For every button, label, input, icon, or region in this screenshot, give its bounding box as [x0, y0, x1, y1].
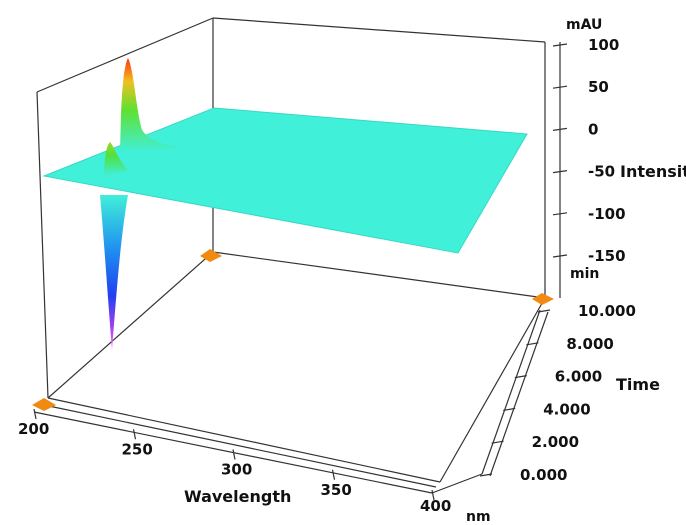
marker-left-floor — [32, 398, 56, 411]
intensity-tick-label: -150 — [588, 247, 626, 265]
time-tick-mark — [537, 309, 551, 313]
intensity-ticks: 100 50 0 -50 -100 -150 — [552, 36, 626, 265]
wavelength-tick-mark — [33, 408, 37, 420]
time-tick-label: 4.000 — [543, 400, 590, 418]
main-peak — [120, 58, 180, 152]
wavelength-tick-label: 250 — [122, 440, 153, 458]
time-tick-mark — [514, 375, 527, 379]
intensity-tick-label: -100 — [588, 205, 626, 223]
marker-back-floor — [200, 249, 222, 262]
wavelength-tick-mark — [232, 449, 236, 460]
time-tick-label: 8.000 — [566, 335, 613, 353]
intensity-tick-label: -50 — [588, 163, 615, 181]
intensity-tick-mark — [552, 85, 568, 89]
time-tick-mark — [503, 407, 516, 411]
intensity-tick-mark — [552, 170, 568, 174]
back-top-left — [36, 17, 214, 93]
wavelength-tick-label: 200 — [18, 420, 49, 438]
time-axis-line — [481, 309, 541, 475]
floor-right-edge — [439, 297, 546, 483]
time-ticks: 0.000 2.000 4.000 6.000 8.000 10.000 — [479, 302, 636, 484]
corner-markers — [32, 249, 554, 411]
time-tick-label: 10.000 — [578, 302, 636, 320]
wavelength-axis-title: Wavelength — [184, 487, 291, 506]
wavelength-tick-mark — [331, 469, 336, 480]
floor-left-edge — [47, 251, 214, 399]
time-tick-label: 0.000 — [520, 466, 567, 484]
intensity-axis-title: Intensity — [620, 162, 686, 181]
intensity-tick-mark — [552, 254, 568, 258]
intensity-unit: mAU — [566, 17, 602, 33]
wavelength-unit: nm — [466, 509, 491, 525]
time-unit: min — [570, 266, 599, 282]
time-tick-label: 2.000 — [532, 433, 579, 451]
time-axis-title: Time — [616, 375, 660, 394]
wavelength-ticks: 200 250 300 350 400 — [18, 408, 451, 515]
wavelength-tick-label: 400 — [420, 497, 451, 515]
intensity-tick-label: 50 — [588, 78, 609, 96]
intensity-tick-mark — [552, 43, 568, 47]
time-tick-mark — [479, 473, 493, 477]
intensity-tick-mark — [552, 127, 568, 131]
wavelength-tick-mark — [431, 489, 435, 501]
intensity-tick-label: 0 — [588, 120, 598, 138]
time-tick-mark — [526, 342, 539, 346]
time-axis-base — [431, 473, 483, 494]
intensity-tick-label: 100 — [588, 36, 619, 54]
trough-feature — [100, 195, 128, 350]
wavelength-tick-label: 300 — [221, 461, 252, 479]
floor-front-edge — [47, 397, 441, 483]
wavelength-tick-mark — [132, 429, 137, 440]
floor-back-edge — [212, 251, 546, 299]
wavelength-tick-label: 350 — [321, 481, 352, 499]
time-axis-inner — [489, 311, 549, 477]
left-back-vertical — [36, 91, 49, 399]
marker-right-floor — [532, 293, 554, 305]
back-frame — [36, 17, 546, 399]
intensity-tick-mark — [552, 212, 568, 216]
secondary-peak — [104, 142, 128, 176]
wavelength-axis-inner — [43, 404, 437, 488]
floor-frame — [33, 297, 549, 494]
time-tick-mark — [491, 440, 504, 444]
time-tick-label: 6.000 — [555, 368, 602, 386]
back-top-edge — [212, 17, 546, 43]
